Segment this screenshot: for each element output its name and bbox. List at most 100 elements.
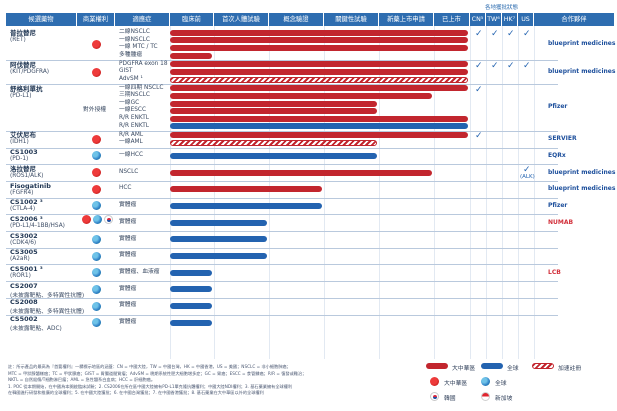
drug-name-2: 舒格利單抗 [10, 84, 43, 94]
partner-logo-7: Pfizer [548, 201, 568, 209]
drug-name-10: CS3005 [10, 249, 38, 257]
cn-flag-icon-8a [82, 215, 91, 225]
pipeline-bar-6-0 [170, 186, 322, 193]
legend-swatch-acc [532, 363, 554, 369]
column-header-6: 關鍵性試驗 [324, 13, 379, 26]
partner-logo-0: blueprint medicines [548, 40, 616, 48]
indication-label: 實體瘤 [119, 285, 137, 292]
indication-label: 二線NSCLC [119, 29, 150, 35]
pipeline-bar-8-0 [170, 219, 267, 226]
drug-name-text: CS2008 [10, 298, 38, 307]
indication-label: R/R ENKTL [119, 115, 149, 121]
approval-note: (ALK) [520, 173, 535, 180]
partner-logo-8: NUMAB [548, 218, 574, 226]
indication-label: 一線GC [119, 99, 140, 106]
approval-check-cn: ✓ [475, 29, 483, 39]
pipeline-bar-9-0 [170, 236, 267, 243]
indication-label: 一線四期 NSCLC [119, 84, 164, 91]
cn-flag-icon-5 [92, 168, 101, 178]
column-gridline-5 [434, 26, 435, 359]
drug-target-11: (ROR1) [10, 273, 31, 279]
drug-name-11: CS5001 ³ [10, 265, 43, 274]
approval-check-hk: ✓ [507, 60, 515, 71]
column-header-12: US [518, 13, 534, 26]
pipeline-bar-1-2 [170, 76, 468, 83]
drug-name-text: CS5002 [10, 315, 38, 324]
row-separator [6, 84, 558, 85]
indication-label: 一線AML [119, 139, 143, 146]
kr-flag-icon-legend-5 [430, 392, 439, 401]
partner-logo-1: blueprint medicines [548, 68, 616, 75]
row-separator [6, 297, 558, 299]
drug-target-9: (CDK4/6) [10, 239, 37, 246]
partner-logo-6: blueprint medicines [548, 185, 616, 193]
row-separator [6, 214, 558, 216]
gl-flag-icon-10 [92, 251, 101, 261]
approval-check-cn: ✓ [475, 84, 483, 95]
indication-label: 多種腫瘤 [119, 51, 143, 58]
drug-target-4: (PD-1) [10, 156, 29, 163]
approval-check-hk: ✓ [507, 29, 515, 39]
column-header-1: 商業權利 [77, 13, 115, 26]
legend-label-sg: 新加坡 [495, 396, 513, 402]
indication-label: HCC [119, 185, 132, 192]
gl-flag-icon-11 [92, 268, 101, 278]
pipeline-bar-13-0 [170, 303, 212, 310]
indication-label: AdvSM ¹ [119, 75, 143, 82]
row-separator [6, 164, 558, 166]
drug-target-6: (FGFR4) [10, 189, 34, 196]
partner-logo-2: Pfizer [548, 103, 568, 111]
column-gridline-10 [534, 26, 535, 359]
gl-flag-icon-14 [92, 318, 101, 328]
pipeline-bar-3-1 [170, 139, 377, 146]
sg-flag-icon-legend-6 [481, 392, 490, 401]
indication-label: 三期NSCLC [119, 92, 150, 99]
gl-flag-icon-9 [92, 234, 101, 244]
row-separator [6, 281, 558, 283]
drug-target-0: (RET) [10, 37, 26, 43]
pipeline-bar-11-0 [170, 269, 212, 276]
partner-logo-5: blueprint medicines [548, 168, 616, 176]
indication-label: GIST [119, 68, 133, 75]
drug-name-6: Fisogatinib [10, 182, 51, 191]
pipeline-bar-12-0 [170, 286, 212, 293]
kr-flag-icon-8c [104, 215, 113, 225]
drug-name-text: CS3002 [10, 231, 38, 240]
cn-flag-icon-6 [92, 184, 101, 194]
partner-logo-3: SERVIER [548, 135, 577, 143]
column-header-10: TW⁶ [486, 13, 502, 26]
drug-name-text: 舒格利單抗 [10, 84, 43, 93]
legend-label-gl: 全球 [507, 365, 519, 372]
row-separator [6, 180, 558, 182]
partner-logo-11: LCB [548, 268, 561, 276]
pipeline-bar-4-0 [170, 152, 377, 159]
drug-name-13: CS2008 [10, 299, 38, 307]
pipeline-bar-7-0 [170, 202, 322, 209]
legend-label-cn: 大中華區 [444, 381, 468, 387]
drug-name-text: 艾伏尼布 [10, 131, 36, 140]
footnote-0: 註：所示產品的最高為『首要權利』一欄標示地區的涵蓋：CN = 中國大陸，TW =… [8, 364, 291, 369]
drug-target-10: (A2aR) [10, 256, 30, 263]
approval-check-us: ✓ [523, 29, 531, 39]
column-gridline-9 [518, 26, 519, 359]
drug-name-0: 普拉替尼 [10, 29, 36, 38]
approval-check-us: ✓ [523, 60, 531, 71]
pipeline-bar-0-0 [170, 29, 468, 36]
drug-target-13: (未披露靶點、多特異性抗體) [10, 309, 85, 316]
pipeline-bar-2-5 [170, 123, 468, 130]
cn-flag-icon-3 [92, 134, 101, 144]
gl-flag-icon-4 [92, 151, 101, 161]
footnote-1: MTC = 甲狀腺髓樣癌；TC = 甲狀腺癌；GIST = 胃腸道間質瘤；Adv… [8, 370, 307, 376]
approval-check-cn: ✓ [475, 131, 483, 142]
column-header-13: 合作夥伴 [534, 13, 615, 26]
column-gridline-7 [486, 26, 487, 359]
gl-flag-icon-12 [92, 284, 101, 294]
cn-flag-icon-1 [92, 67, 101, 77]
approval-check-us: ✓ [523, 164, 531, 175]
drug-name-4: CS1003 [10, 148, 38, 157]
indication-label: 實體瘤 [119, 218, 137, 225]
partner-logo-4: EQRx [548, 151, 566, 159]
indication-label: PDGFRA exon 18 [119, 60, 168, 67]
pipeline-bar-5-0 [170, 169, 432, 176]
pipeline-bar-1-0 [170, 61, 468, 68]
